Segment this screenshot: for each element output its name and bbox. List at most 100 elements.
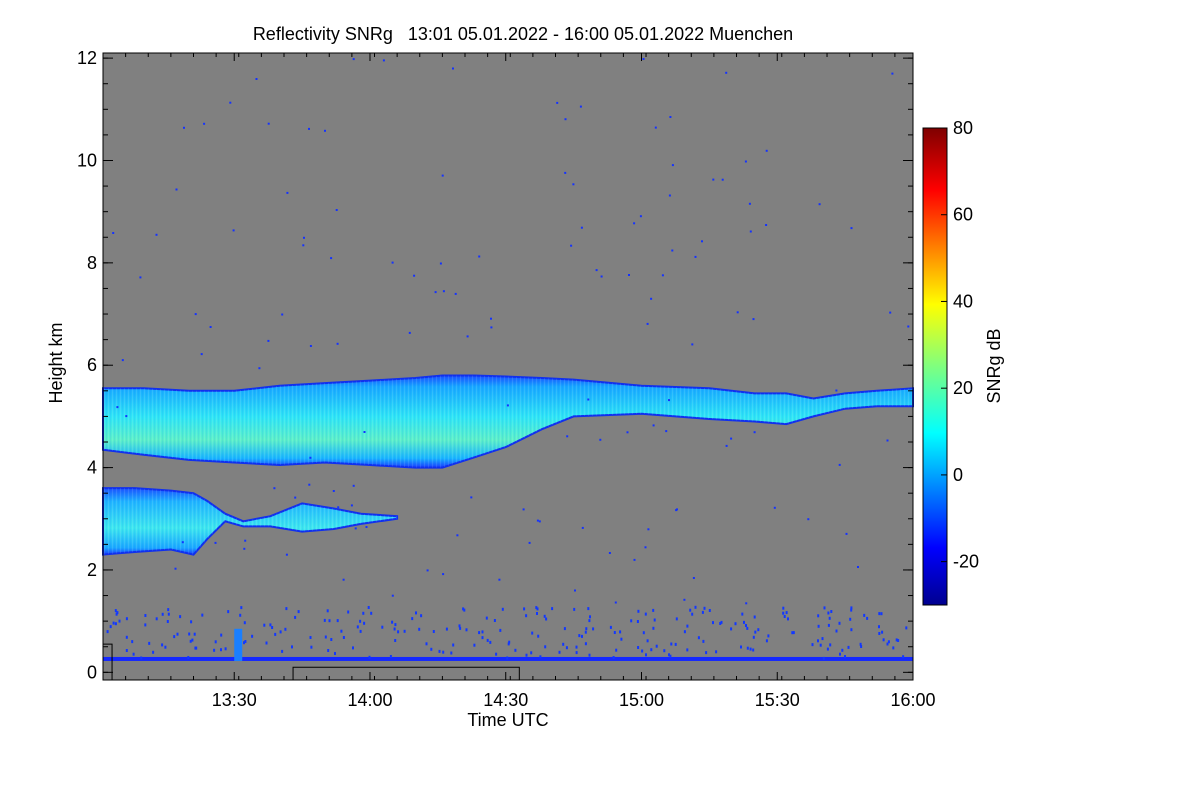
noise-pixel (485, 616, 488, 620)
noise-pixel (167, 612, 170, 616)
noise-pixel (432, 630, 435, 633)
noise-pixel (907, 325, 910, 328)
noise-pixel (389, 655, 392, 658)
noise-pixel (895, 638, 898, 642)
noise-pixel (592, 627, 595, 631)
y-tick-label: 2 (87, 560, 97, 580)
noise-pixel (240, 606, 243, 610)
noise-pixel (827, 623, 830, 627)
noise-pixel (125, 649, 128, 652)
noise-pixel (891, 72, 894, 75)
noise-pixel (125, 635, 128, 639)
noise-pixel (905, 626, 908, 630)
noise-pixel (370, 611, 373, 615)
noise-pixel (337, 506, 340, 509)
noise-pixel (691, 612, 694, 616)
noise-pixel (523, 607, 526, 611)
noise-pixel (155, 617, 158, 621)
noise-pixel (310, 645, 313, 649)
noise-pixel (746, 646, 749, 650)
noise-pixel (791, 631, 794, 635)
noise-pixel (650, 297, 653, 300)
noise-pixel (719, 622, 722, 625)
noise-pixel (239, 613, 242, 617)
noise-pixel (882, 638, 885, 642)
noise-pixel (675, 617, 678, 621)
noise-pixel (187, 656, 190, 659)
noise-pixel (819, 643, 822, 647)
noise-pixel (441, 174, 444, 177)
noise-pixel (303, 236, 305, 239)
noise-pixel (391, 620, 394, 624)
noise-pixel (297, 610, 300, 614)
noise-pixel (294, 615, 297, 619)
noise-pixel (478, 631, 481, 635)
noise-pixel (144, 614, 147, 617)
noise-pixel (131, 640, 134, 644)
noise-pixel (507, 642, 510, 646)
noise-pixel (194, 646, 197, 650)
noise-pixel (575, 645, 578, 649)
noise-pixel (125, 617, 128, 621)
noise-pixel (352, 484, 355, 487)
noise-pixel (556, 101, 559, 104)
noise-pixel (284, 627, 287, 631)
noise-pixel (415, 611, 417, 615)
noise-pixel (730, 437, 733, 440)
noise-pixel (418, 627, 421, 631)
noise-pixel (783, 615, 786, 618)
noise-pixel (889, 311, 892, 314)
noise-pixel (645, 653, 647, 657)
noise-pixel (741, 612, 744, 616)
noise-pixel (609, 625, 612, 629)
noise-pixel (450, 651, 453, 655)
noise-pixel (347, 610, 350, 614)
noise-pixel (365, 526, 368, 528)
noise-pixel (115, 612, 118, 616)
noise-pixel (615, 648, 618, 652)
noise-pixel (267, 122, 270, 125)
noise-pixel (826, 647, 829, 651)
noise-pixel (144, 623, 147, 627)
noise-pixel (528, 541, 531, 544)
noise-pixel (332, 490, 335, 492)
noise-pixel (356, 625, 359, 629)
noise-pixel (324, 129, 326, 132)
x-tick-label: 15:00 (619, 690, 664, 710)
noise-pixel (267, 339, 270, 342)
noise-pixel (214, 541, 217, 544)
noise-pixel (694, 605, 697, 609)
noise-pixel (291, 645, 293, 649)
noise-pixel (106, 630, 109, 634)
x-tick-label: 14:00 (347, 690, 392, 710)
noise-pixel (486, 638, 489, 642)
noise-pixel (459, 626, 462, 630)
noise-pixel (229, 101, 232, 104)
noise-pixel (420, 614, 423, 618)
noise-pixel (359, 629, 362, 633)
noise-pixel (330, 257, 333, 260)
noise-pixel (470, 496, 473, 499)
colorbar-tick-label: 80 (953, 118, 973, 138)
noise-pixel (176, 632, 179, 636)
noise-pixel (489, 640, 492, 644)
noise-pixel (109, 625, 112, 629)
noise-pixel (382, 59, 385, 62)
noise-pixel (439, 262, 442, 265)
noise-pixel (490, 317, 492, 320)
noise-pixel (668, 399, 670, 402)
x-axis-label: Time UTC (467, 710, 548, 730)
noise-pixel (473, 643, 476, 647)
noise-pixel (508, 640, 511, 644)
noise-pixel (255, 78, 258, 80)
chart-title: Reflectivity SNRg 13:01 05.01.2022 - 16:… (253, 24, 793, 44)
noise-pixel (125, 415, 128, 418)
noise-pixel (581, 634, 583, 638)
noise-pixel (830, 610, 833, 613)
noise-pixel (767, 634, 770, 638)
noise-pixel (327, 649, 330, 652)
noise-pixel (847, 645, 850, 649)
noise-pixel (140, 656, 143, 660)
noise-pixel (838, 621, 841, 625)
noise-pixel (363, 621, 366, 625)
